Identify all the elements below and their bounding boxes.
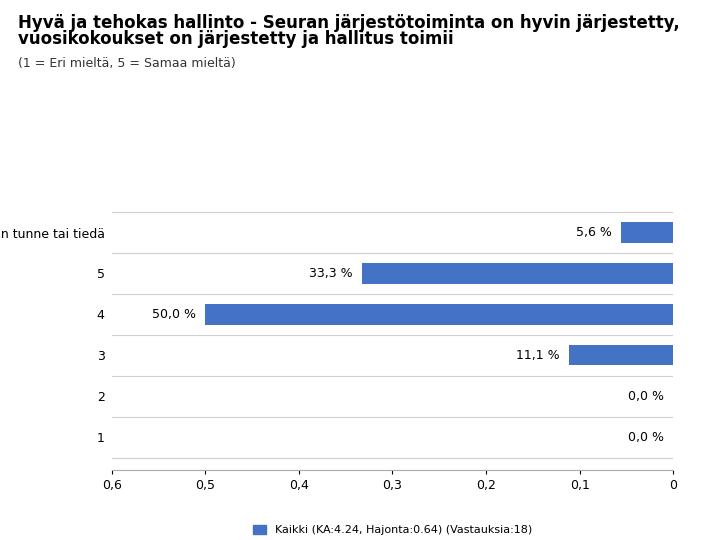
Text: 33,3 %: 33,3 % [309,267,352,280]
Text: vuosikokoukset on järjestetty ja hallitus toimii: vuosikokoukset on järjestetty ja hallitu… [18,30,454,48]
Text: 0,0 %: 0,0 % [628,390,664,403]
Text: 50,0 %: 50,0 % [152,308,196,321]
Legend: Kaikki (KA:4.24, Hajonta:0.64) (Vastauksia:18): Kaikki (KA:4.24, Hajonta:0.64) (Vastauks… [248,521,536,540]
Text: 11,1 %: 11,1 % [516,349,560,362]
Bar [361,263,673,284]
Text: 0,0 %: 0,0 % [628,430,664,443]
Bar [205,304,673,325]
Bar [570,345,673,366]
Text: 5,6 %: 5,6 % [575,226,611,239]
Text: (1 = Eri mieltä, 5 = Samaa mieltä): (1 = Eri mieltä, 5 = Samaa mieltä) [18,57,235,70]
Bar [621,222,673,243]
Text: Hyvä ja tehokas hallinto - Seuran järjestötoiminta on hyvin järjestetty,: Hyvä ja tehokas hallinto - Seuran järjes… [18,14,680,31]
